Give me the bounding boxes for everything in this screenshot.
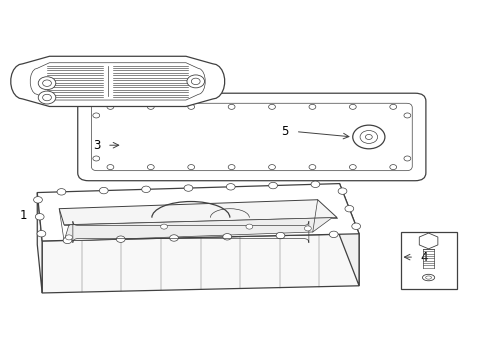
Circle shape <box>389 104 396 109</box>
Circle shape <box>310 181 319 188</box>
Circle shape <box>351 223 360 229</box>
Circle shape <box>93 113 100 118</box>
Polygon shape <box>11 56 224 107</box>
FancyBboxPatch shape <box>400 232 456 289</box>
Circle shape <box>344 206 353 212</box>
Text: 5: 5 <box>281 125 288 138</box>
Circle shape <box>191 78 200 85</box>
Polygon shape <box>30 63 205 100</box>
Circle shape <box>42 94 51 101</box>
Circle shape <box>245 224 252 229</box>
Text: 3: 3 <box>93 139 101 152</box>
Circle shape <box>268 165 275 170</box>
Circle shape <box>308 165 315 170</box>
Circle shape <box>186 75 204 88</box>
Circle shape <box>223 234 231 240</box>
Ellipse shape <box>425 276 430 279</box>
Circle shape <box>42 80 51 86</box>
Circle shape <box>183 185 192 191</box>
Circle shape <box>304 226 311 231</box>
Circle shape <box>337 188 346 194</box>
FancyBboxPatch shape <box>91 103 411 171</box>
Text: 4: 4 <box>420 251 427 264</box>
Circle shape <box>228 165 235 170</box>
Circle shape <box>308 104 315 109</box>
Circle shape <box>116 236 125 242</box>
Circle shape <box>63 237 72 244</box>
Circle shape <box>34 197 42 203</box>
Circle shape <box>226 184 235 190</box>
Circle shape <box>38 91 56 104</box>
Polygon shape <box>418 233 437 249</box>
Circle shape <box>329 231 337 238</box>
Circle shape <box>365 134 371 139</box>
Circle shape <box>187 104 194 109</box>
Circle shape <box>35 213 44 220</box>
Circle shape <box>37 230 46 237</box>
Circle shape <box>268 104 275 109</box>
Circle shape <box>276 232 285 239</box>
Circle shape <box>169 235 178 241</box>
Circle shape <box>352 125 384 149</box>
Circle shape <box>403 156 410 161</box>
Polygon shape <box>59 200 336 225</box>
Circle shape <box>359 131 377 143</box>
Circle shape <box>403 113 410 118</box>
Polygon shape <box>339 184 358 286</box>
Circle shape <box>160 224 167 229</box>
Circle shape <box>147 165 154 170</box>
Circle shape <box>142 186 150 193</box>
Circle shape <box>389 165 396 170</box>
Circle shape <box>268 182 277 189</box>
FancyBboxPatch shape <box>78 93 425 181</box>
Circle shape <box>38 77 56 90</box>
Circle shape <box>147 104 154 109</box>
Text: 2: 2 <box>20 75 27 88</box>
Circle shape <box>187 165 194 170</box>
Polygon shape <box>37 193 42 293</box>
Circle shape <box>228 104 235 109</box>
Circle shape <box>349 165 355 170</box>
Polygon shape <box>64 218 331 241</box>
Circle shape <box>57 189 66 195</box>
Circle shape <box>65 235 72 240</box>
Circle shape <box>107 165 114 170</box>
Ellipse shape <box>422 274 434 281</box>
Polygon shape <box>37 184 358 241</box>
Circle shape <box>349 104 355 109</box>
Circle shape <box>99 187 108 194</box>
Text: 1: 1 <box>20 210 27 222</box>
Polygon shape <box>42 234 358 293</box>
Circle shape <box>107 104 114 109</box>
Circle shape <box>93 156 100 161</box>
